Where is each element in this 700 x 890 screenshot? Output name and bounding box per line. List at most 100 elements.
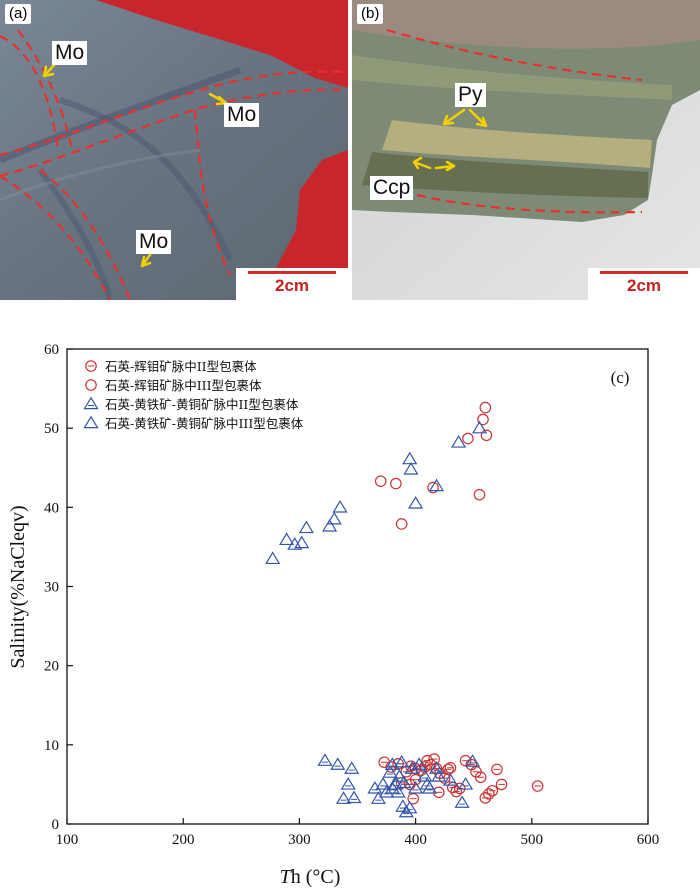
data-point-series-1 <box>531 780 544 792</box>
data-point-series-3 <box>391 769 407 782</box>
panel-label-c: (c) <box>611 368 630 387</box>
data-point-series-3 <box>411 757 427 770</box>
y-axis-title: Salinity(%NaCleqv) <box>7 505 29 668</box>
data-point-series-3 <box>396 775 412 789</box>
mineral-label-mo-1: Mo <box>52 41 88 65</box>
data-point-series-3 <box>421 781 438 794</box>
data-point-series-3 <box>395 799 411 812</box>
data-point-series-3 <box>370 791 386 804</box>
data-point-series-3 <box>464 754 481 767</box>
x-axis-title: Th (°C) <box>280 866 341 888</box>
data-point-series-2 <box>473 488 486 501</box>
panel-tag-b: (b) <box>357 4 384 24</box>
legend: 石英-辉钼矿脉中II型包裹体石英-辉钼矿脉中III型包裹体石英-黄铁矿-黄铜矿脉… <box>83 359 304 431</box>
photo-panel-b: (b) Py Ccp 2cm <box>352 0 700 300</box>
data-point-series-2 <box>427 481 439 494</box>
data-point-series-4 <box>471 420 488 434</box>
legend-marker-3 <box>83 396 99 410</box>
vein-boundary-lines <box>0 29 346 300</box>
data-point-series-4 <box>322 518 338 532</box>
data-point-series-1 <box>495 778 508 791</box>
data-point-series-3 <box>408 781 424 794</box>
y-tick-label: 30 <box>44 580 59 596</box>
data-point-series-3 <box>394 754 410 768</box>
data-point-series-3 <box>378 784 395 798</box>
scale-bar-b: 2cm <box>588 268 700 300</box>
data-point-series-4 <box>294 535 310 549</box>
data-point-series-3 <box>390 784 406 798</box>
y-tick-label: 0 <box>52 817 60 833</box>
data-point-series-3 <box>454 795 470 808</box>
data-point-series-3 <box>340 777 356 790</box>
data-point-series-4 <box>451 435 467 448</box>
data-point-series-4 <box>332 499 348 513</box>
data-point-series-2 <box>390 477 402 490</box>
data-point-series-3 <box>367 781 383 794</box>
data-point-series-3 <box>384 757 400 770</box>
legend-marker-1 <box>85 360 97 372</box>
panel-tag-a: (a) <box>5 4 32 24</box>
data-point-series-3 <box>344 761 360 774</box>
vein-boundary-lines-b <box>386 28 643 214</box>
mineral-label-mo-3: Mo <box>136 230 172 254</box>
data-point-series-2 <box>480 429 493 442</box>
data-point-series-1 <box>486 784 499 797</box>
data-point-series-4 <box>403 461 419 475</box>
data-point-series-3 <box>382 765 398 778</box>
data-point-series-2 <box>479 401 492 414</box>
x-axis: 100 200 300 400 500 600 <box>56 818 660 848</box>
x-tick-label: 500 <box>521 832 544 848</box>
legend-label-1: 石英-辉钼矿脉中II型包裹体 <box>105 359 257 374</box>
legend-label-4: 石英-黄铁矿-黄铜矿脉中III型包裹体 <box>105 416 304 431</box>
photo-panel-a: (a) Mo Mo Mo 2cm <box>0 0 348 300</box>
data-point-series-3 <box>431 769 447 782</box>
data-point-series-4 <box>279 532 295 546</box>
data-point-series-4 <box>265 551 281 565</box>
x-tick-label: 100 <box>56 832 79 848</box>
y-axis: 0 10 20 30 40 50 60 <box>44 342 73 833</box>
scale-bar-a: 2cm <box>236 268 348 300</box>
data-point-series-1 <box>474 771 487 784</box>
mineral-label-ccp: Ccp <box>370 176 414 200</box>
scale-label-a: 2cm <box>274 276 310 295</box>
data-point-series-3 <box>384 781 400 794</box>
legend-label-2: 石英-辉钼矿脉中III型包裹体 <box>105 378 262 393</box>
ore-sample-photo-a <box>0 0 348 300</box>
arrows-b <box>412 108 488 172</box>
x-tick-label: 600 <box>637 832 660 848</box>
data-point-series-3 <box>335 791 352 804</box>
mineral-label-py: Py <box>455 83 486 107</box>
data-point-series-3 <box>442 773 459 786</box>
legend-marker-2 <box>85 379 97 391</box>
data-point-series-1 <box>465 758 478 771</box>
data-point-series-3 <box>375 777 391 790</box>
ore-sample-photo-b <box>352 0 700 300</box>
y-tick-label: 20 <box>44 659 59 675</box>
mineral-label-mo-2: Mo <box>224 103 260 127</box>
data-point-series-2 <box>395 518 408 530</box>
data-point-series-1 <box>491 763 503 776</box>
legend-marker-4 <box>83 415 99 429</box>
y-tick-label: 50 <box>44 421 59 437</box>
y-tick-label: 40 <box>44 500 59 516</box>
data-point-series-3 <box>330 757 346 770</box>
y-tick-label: 60 <box>44 342 59 358</box>
data-point-series-3 <box>317 753 333 766</box>
x-axis-title-rest: h (°C) <box>291 866 341 888</box>
salinity-vs-th-scatter-chart: 0 10 20 30 40 50 60 100 200 300 400 500 600 石英-辉钼矿脉… <box>7 342 660 888</box>
y-tick-label: 10 <box>44 738 59 754</box>
data-points <box>265 401 544 818</box>
data-point-series-3 <box>404 761 420 774</box>
x-tick-label: 400 <box>404 832 427 848</box>
scale-label-b: 2cm <box>626 276 662 295</box>
data-point-series-2 <box>477 413 489 426</box>
data-point-series-4 <box>428 478 445 492</box>
legend-label-3: 石英-黄铁矿-黄铜矿脉中II型包裹体 <box>105 397 299 412</box>
data-point-series-3 <box>457 777 474 790</box>
x-tick-label: 300 <box>288 832 311 848</box>
data-point-series-1 <box>444 761 457 774</box>
data-point-series-4 <box>402 451 418 465</box>
data-point-series-4 <box>298 520 314 534</box>
data-point-series-3 <box>419 777 435 790</box>
x-tick-label: 200 <box>172 832 195 848</box>
